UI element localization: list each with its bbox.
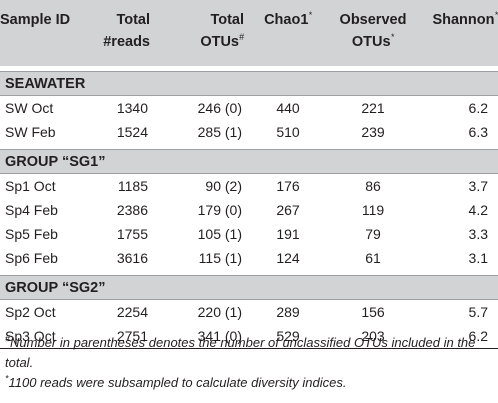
cell-total-otus: 285 (1) [197,124,242,140]
table-row: SW Feb 1524 285 (1) 510 239 6.3 [0,120,498,144]
cell-total-otus: 105 (1) [197,226,242,242]
footnote-star: *1100 reads were subsampled to calculate… [0,373,498,393]
star-footnote-marker: * [494,10,498,21]
header-total-otus: Total OTUs# [150,0,244,66]
cell-sample-id: Sp3 Oct [5,328,56,344]
cell-total-otus: 341 (0) [197,328,242,344]
cell-total-reads: 1185 [117,178,148,194]
header-sample-id: Sample ID [0,0,82,66]
header-total-reads: Total #reads [82,0,150,66]
header-observed-otus: Observed OTUs* [332,0,414,66]
cell-total-otus: 179 (0) [197,202,242,218]
cell-chao1: 267 [276,202,300,218]
cell-observed-otus: 221 [361,100,385,116]
cell-shannon: 6.3 [468,124,488,140]
footnote-star-text: 1100 reads were subsampled to calculate … [8,375,347,390]
group-label: GROUP “SG1” [0,149,498,174]
table-row: Sp1 Oct 1185 90 (2) 176 86 3.7 [0,174,498,199]
cell-sample-id: Sp6 Feb [5,250,58,266]
cell-observed-otus: 79 [365,226,381,242]
cell-total-otus: 90 (2) [205,178,242,194]
cell-chao1: 191 [276,226,300,242]
group-spacer [0,66,498,72]
cell-observed-otus: 61 [365,250,381,266]
cell-total-reads: 2254 [116,304,148,320]
cell-shannon: 3.7 [468,178,488,194]
table-row: Sp4 Feb 2386 179 (0) 267 119 4.2 [0,198,498,222]
cell-shannon: 5.7 [468,304,488,320]
star-footnote-marker: * [390,32,395,43]
group-label: SEAWATER [0,71,498,96]
spacer-cell [0,144,498,150]
spacer-cell [0,270,498,276]
cell-chao1: 440 [276,100,300,116]
footnote-hash-mark: # [5,333,11,344]
cell-chao1: 289 [276,304,300,320]
cell-observed-otus: 119 [361,202,385,218]
cell-total-reads: 1524 [116,124,148,140]
cell-total-otus: 115 (1) [198,250,242,266]
spacer-cell [0,66,498,72]
cell-chao1: 529 [276,328,300,344]
footnote-star-mark: * [5,373,9,384]
footnote-hash-text: Number in parentheses denotes the number… [5,335,476,370]
cell-chao1: 176 [276,178,300,194]
cell-total-reads: 1755 [116,226,148,242]
header-chao1: Chao1* [244,0,332,66]
group-header-row: SEAWATER [0,71,498,96]
cell-sample-id: SW Oct [5,100,54,116]
cell-total-reads: 1340 [116,100,148,116]
group-header-row: GROUP “SG2” [0,275,498,300]
cell-shannon: 6.2 [468,328,488,344]
cell-sample-id: SW Feb [5,124,56,140]
group-label: GROUP “SG2” [0,275,498,300]
star-footnote-marker: * [308,10,312,21]
cell-total-reads: 3616 [116,250,148,266]
group-spacer [0,270,498,276]
table-row: Sp2 Oct 2254 220 (1) 289 156 5.7 [0,300,498,325]
table-footnotes: #Number in parentheses denotes the numbe… [0,333,498,393]
cell-sample-id: Sp4 Feb [5,202,58,218]
cell-chao1: 510 [276,124,300,140]
cell-observed-otus: 86 [365,178,381,194]
cell-shannon: 6.2 [468,100,488,116]
cell-shannon: 3.1 [468,250,488,266]
cell-total-otus: 246 (0) [197,100,242,116]
table-row: Sp3 Oct 2751 341 (0) 529 203 6.2 [0,324,498,348]
footnote-hash: #Number in parentheses denotes the numbe… [0,333,498,373]
group-spacer [0,144,498,150]
header-shannon: Shannon* [414,0,498,66]
cell-observed-otus: 156 [361,304,385,320]
cell-total-otus: 220 (1) [197,304,242,320]
table-row: SW Oct 1340 246 (0) 440 221 6.2 [0,96,498,121]
table-bottom-rule [0,348,498,349]
cell-observed-otus: 203 [361,328,385,344]
cell-total-reads: 2386 [116,202,148,218]
cell-shannon: 4.2 [468,202,488,218]
cell-chao1: 124 [276,250,300,266]
cell-shannon: 3.3 [468,226,488,242]
cell-total-reads: 2751 [116,328,148,344]
table-body: SEAWATER SW Oct 1340 246 (0) 440 221 6.2 SW Feb… [0,66,498,349]
table-row: Sp5 Feb 1755 105 (1) 191 79 3.3 [0,222,498,246]
rule-cell [0,348,498,349]
table-header-row: Sample ID Total #reads Total OTUs# Chao1* … [0,0,498,66]
cell-sample-id: Sp2 Oct [5,304,56,320]
cell-sample-id: Sp1 Oct [5,178,56,194]
table-row: Sp6 Feb 3616 115 (1) 124 61 3.1 [0,246,498,270]
cell-sample-id: Sp5 Feb [5,226,58,242]
group-header-row: GROUP “SG1” [0,149,498,174]
cell-observed-otus: 239 [361,124,385,140]
hash-footnote-marker: # [238,32,244,43]
diversity-table: Sample ID Total #reads Total OTUs# Chao1* … [0,0,498,349]
